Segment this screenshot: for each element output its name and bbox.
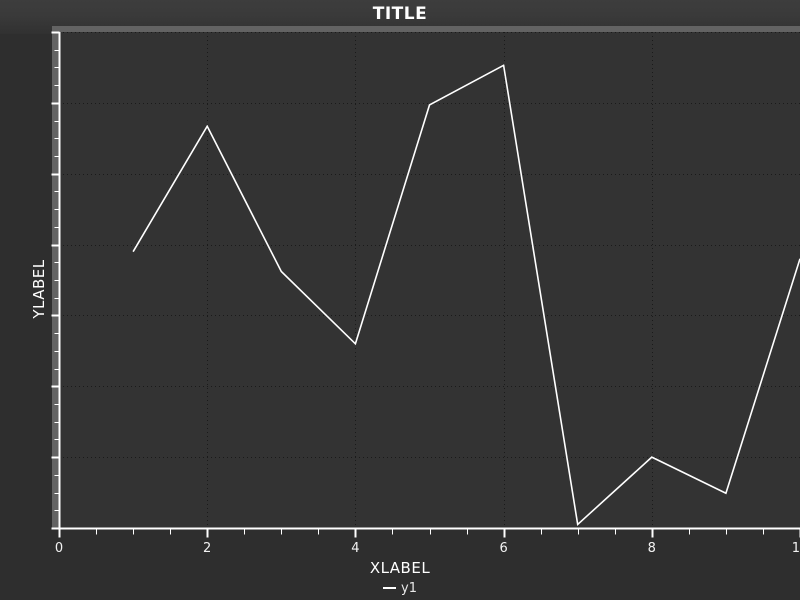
- legend-entry[interactable]: y1: [383, 581, 417, 596]
- data-series-layer: [132, 64, 800, 527]
- x-tick-label: 2: [203, 541, 212, 556]
- chart-legend: y1: [0, 581, 800, 596]
- x-tick-label: 4: [351, 541, 360, 556]
- legend-label: y1: [401, 581, 417, 596]
- x-axis: [58, 527, 800, 538]
- y-axis-label: YLABEL: [30, 259, 48, 319]
- plot-area: [59, 32, 800, 528]
- x-axis-label: XLABEL: [369, 559, 431, 577]
- y-axis: [51, 31, 61, 530]
- x-tick-label: 0: [54, 541, 64, 556]
- legend-line-swatch: [383, 586, 397, 589]
- chart-title: TITLE: [372, 4, 428, 24]
- x-tick-label: 6: [499, 541, 508, 556]
- x-tick-label: 8: [647, 541, 656, 556]
- series-line-y1: [132, 64, 800, 527]
- x-tick-label: 10: [791, 541, 800, 556]
